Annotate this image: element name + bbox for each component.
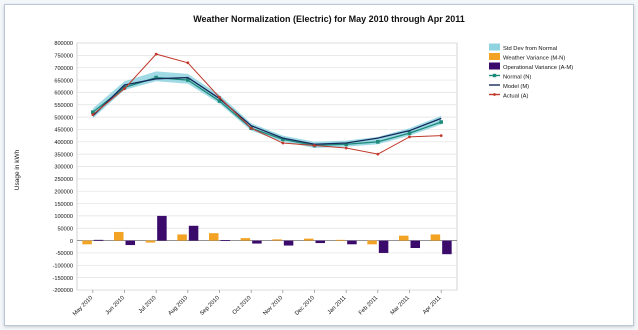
weather-variance-bar — [399, 235, 409, 241]
weather-variance-bar — [430, 234, 441, 241]
normal-point — [154, 75, 158, 80]
x-tick-label: Aug 2010 — [167, 295, 189, 317]
normal-point — [217, 99, 222, 103]
y-tick-label: 150000 — [54, 202, 73, 208]
actual-point — [218, 95, 221, 99]
operational-variance-bar — [220, 240, 230, 241]
y-tick-label: 300000 — [54, 165, 73, 171]
actual-point — [281, 141, 285, 145]
y-tick-label: 200000 — [54, 189, 73, 195]
weather-variance-bar — [272, 239, 282, 241]
std-dev-band — [92, 71, 442, 148]
actual-point — [91, 113, 95, 117]
legend-label: Model (M) — [503, 84, 529, 90]
weather-variance-bar — [367, 240, 377, 245]
actual-point — [344, 146, 348, 150]
x-tick-label: Dec 2010 — [294, 295, 316, 317]
weather-variance-bar — [335, 239, 346, 241]
x-tick-label: May 2010 — [72, 295, 94, 317]
actual-point — [408, 135, 411, 139]
y-tick-label: 50000 — [57, 226, 73, 232]
model-line — [92, 76, 442, 145]
weather-variance-bar — [177, 234, 187, 241]
actual-point — [154, 52, 158, 56]
normal-point — [281, 137, 285, 142]
weather-variance-bar — [240, 238, 251, 241]
operational-variance-bar — [188, 225, 199, 241]
x-tick-label: Jul 2010 — [138, 295, 158, 315]
y-tick-label: 800000 — [54, 41, 73, 47]
x-tick-label: Sep 2010 — [199, 295, 221, 317]
chart-svg: Weather Normalization (Electric) for May… — [14, 14, 573, 317]
actual-point — [123, 87, 126, 91]
x-tick-label: Apr 2011 — [422, 295, 443, 316]
actual-point — [376, 152, 380, 156]
legend-label: Weather Variance (M-N) — [503, 56, 565, 62]
operational-variance-bar — [157, 215, 167, 241]
weather-variance-bar — [114, 231, 124, 241]
legend-swatch-operational-variance — [489, 62, 500, 70]
legend-swatch-weather-variance — [489, 53, 500, 60]
x-tick-label: Feb 2011 — [358, 295, 379, 316]
normal-point — [376, 140, 380, 144]
y-tick-label: 600000 — [54, 91, 73, 97]
operational-variance-bar — [442, 240, 452, 255]
x-tick-label: Jun 2010 — [105, 295, 126, 316]
legend-label: Operational Variance (A-M) — [503, 65, 573, 71]
weather-variance-bar — [82, 240, 92, 245]
actual-point — [313, 144, 316, 147]
operational-variance-bar — [125, 240, 135, 246]
y-tick-label: 650000 — [54, 78, 73, 84]
legend-label: Normal (N) — [503, 75, 531, 81]
chart-title: Weather Normalization (Electric) for May… — [193, 14, 465, 24]
normal-point — [186, 78, 190, 82]
plot-area: 800000 750000 700000 650000 600000 550000 5000… — [52, 41, 458, 317]
legend-swatch-std-dev — [489, 43, 500, 51]
y-tick-label: -150000 — [52, 276, 73, 282]
x-tick-label: Mar 2011 — [390, 295, 411, 316]
operational-variance-bar — [93, 239, 104, 241]
y-tick-label: 450000 — [54, 128, 73, 134]
normal-point — [439, 120, 443, 124]
legend-label: Actual (A) — [503, 94, 529, 100]
actual-point — [439, 134, 443, 138]
operational-variance-bar — [378, 240, 389, 253]
y-tick-label: 350000 — [54, 152, 73, 158]
weather-variance-bar — [304, 238, 314, 241]
x-tick-label: Nov 2010 — [262, 295, 284, 317]
operational-variance-bar — [410, 240, 420, 249]
operational-variance-bar — [283, 240, 294, 246]
normal-point — [407, 131, 412, 135]
chart-frame: Weather Normalization (Electric) for May… — [4, 4, 634, 326]
y-tick-label: 250000 — [54, 177, 73, 183]
y-tick-label: 700000 — [54, 66, 73, 72]
legend-swatch-actual-marker — [493, 93, 496, 96]
y-tick-label: 0 — [70, 239, 73, 245]
actual-point — [186, 61, 190, 65]
normal-point — [91, 110, 95, 114]
y-tick-label: 100000 — [54, 214, 73, 220]
y-tick-label: 750000 — [54, 54, 73, 60]
weather-variance-bar — [145, 240, 156, 243]
legend-swatch-normal-marker — [492, 73, 497, 78]
y-axis-label: Usage in kWh — [14, 149, 21, 190]
actual-line — [92, 53, 442, 155]
operational-variance-bar — [347, 240, 357, 245]
x-tick-label: Oct 2010 — [232, 295, 253, 316]
y-tick-label: 500000 — [54, 115, 73, 121]
operational-variance-bar — [252, 240, 262, 244]
y-tick-label: 550000 — [54, 103, 73, 109]
y-tick-label: -200000 — [52, 288, 73, 294]
y-tick-label: -50000 — [56, 251, 73, 257]
operational-variance-bar — [315, 240, 325, 244]
y-tick-label: -100000 — [52, 264, 73, 270]
weather-variance-bar — [209, 233, 219, 241]
legend-label: Std Dev from Normal — [503, 46, 557, 52]
x-tick-label: Jan 2011 — [327, 295, 348, 316]
y-tick-label: 400000 — [54, 140, 73, 146]
actual-point — [249, 126, 253, 130]
chart-legend: Std Dev from Normal Weather Variance (M-N… — [489, 43, 573, 100]
normal-point — [344, 142, 348, 147]
